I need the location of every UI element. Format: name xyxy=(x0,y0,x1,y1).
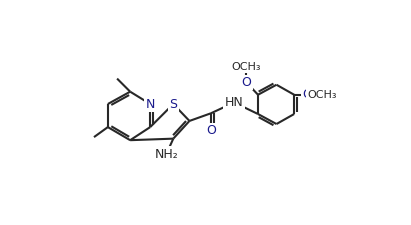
Text: O: O xyxy=(206,124,216,137)
Text: S: S xyxy=(169,97,177,110)
Text: OCH₃: OCH₃ xyxy=(232,62,261,72)
Text: HN: HN xyxy=(225,96,243,109)
Text: O: O xyxy=(242,76,252,89)
Text: OCH₃: OCH₃ xyxy=(307,90,337,100)
Text: O: O xyxy=(302,88,312,101)
Text: NH₂: NH₂ xyxy=(155,148,178,161)
Text: N: N xyxy=(145,97,155,110)
